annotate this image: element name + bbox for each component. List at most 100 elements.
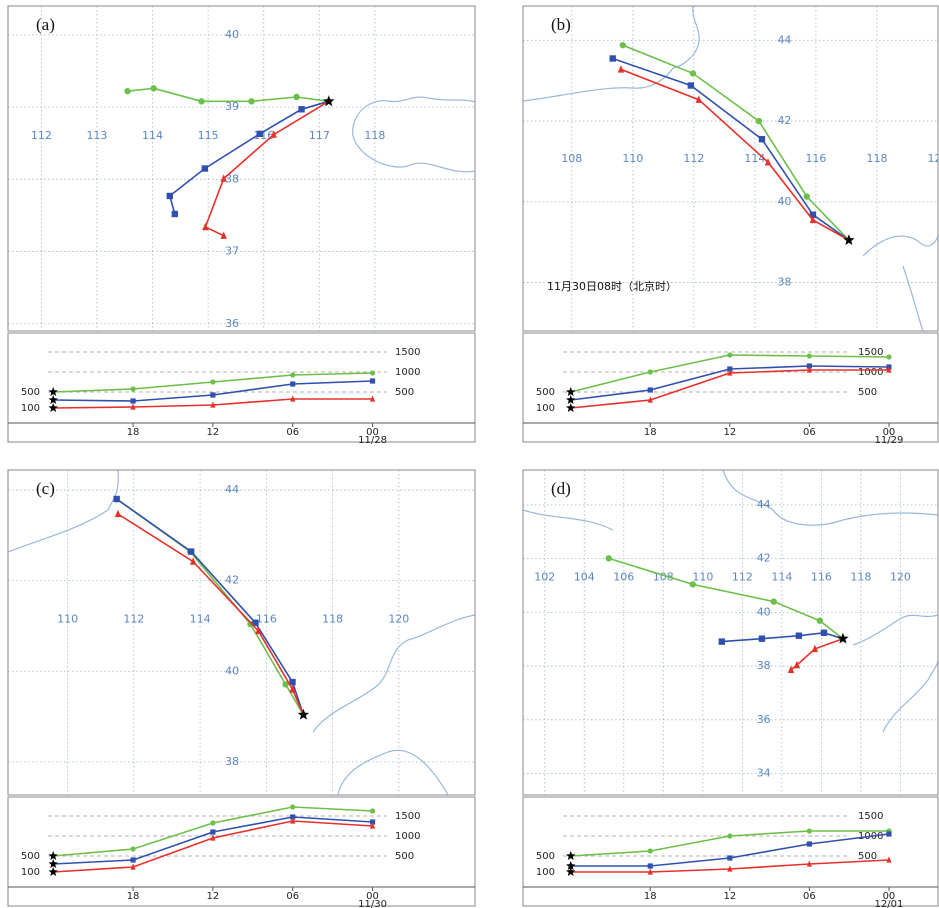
marker <box>727 833 733 839</box>
lon-label: 120 <box>890 570 911 583</box>
x-tick-label: 06 <box>286 891 299 902</box>
map: 110 112 114 116 118 120 38 40 42 44 <box>8 470 475 795</box>
marker <box>220 231 227 239</box>
marker <box>755 117 763 125</box>
y-tick-label: 1000 <box>395 367 420 378</box>
lon-label: 118 <box>322 613 343 626</box>
x-tick-label: 06 <box>803 427 816 438</box>
marker <box>727 855 733 861</box>
marker <box>816 617 824 624</box>
start-star <box>566 861 576 870</box>
marker <box>687 82 695 89</box>
marker <box>130 857 136 863</box>
start-height-label: 100 <box>21 403 40 414</box>
marker <box>647 396 653 403</box>
chart-frame <box>7 332 476 443</box>
marker <box>369 808 376 814</box>
panel: 110 112 114 116 118 120 38 40 42 44 (c) 500 1000 1500… <box>7 469 476 908</box>
x-tick-label: 00 <box>366 427 379 438</box>
lon-label: 120 <box>388 613 409 626</box>
marker <box>210 820 216 826</box>
marker <box>806 353 812 359</box>
date-label: 11/30 <box>358 899 387 908</box>
lon-label: 116 <box>805 152 826 165</box>
lat-label: 44 <box>225 483 239 496</box>
marker <box>114 509 122 518</box>
coastline <box>523 509 614 531</box>
coastline <box>882 659 938 733</box>
lat-label: 40 <box>777 195 791 208</box>
marker <box>809 211 817 218</box>
coastline <box>852 614 938 646</box>
marker <box>130 386 136 392</box>
coastline <box>337 749 449 795</box>
marker <box>647 863 653 869</box>
lat-label: 36 <box>225 317 239 330</box>
trajectory <box>168 100 330 215</box>
marker <box>647 868 653 875</box>
marker <box>187 548 195 555</box>
x-tick-label: 12 <box>723 427 736 438</box>
marker <box>270 130 277 138</box>
lon-label: 113 <box>86 129 107 142</box>
marker <box>820 629 828 636</box>
marker <box>806 828 812 834</box>
x-tick-label: 12 <box>207 427 220 438</box>
marker <box>201 165 209 172</box>
start-height-label: 100 <box>536 403 555 414</box>
chart-frame <box>522 332 939 443</box>
marker <box>803 193 810 200</box>
marker <box>727 865 733 872</box>
x-tick-label: 00 <box>366 891 379 902</box>
marker <box>210 401 216 408</box>
coastline <box>8 470 119 553</box>
marker <box>617 65 625 73</box>
marker <box>293 93 300 101</box>
marker <box>647 848 653 854</box>
marker <box>248 98 255 105</box>
marker <box>770 598 777 605</box>
coastline <box>312 614 475 733</box>
lat-label: 39 <box>225 100 239 113</box>
lon-label: 114 <box>190 613 211 626</box>
lat-label: 42 <box>757 552 771 565</box>
lon-label: 118 <box>866 152 887 165</box>
x-tick-label: 18 <box>644 891 657 902</box>
map-frame <box>7 469 476 796</box>
x-tick-label: 00 <box>883 891 896 902</box>
marker <box>130 398 136 404</box>
panel: 108 110 112 114 116 118 120 38 40 42 44 (b) 11月30日08… <box>522 5 939 446</box>
panel-label: (c) <box>36 479 55 498</box>
marker <box>256 130 264 138</box>
y-tick-label: 1500 <box>395 811 420 822</box>
lon-label: 116 <box>256 613 277 626</box>
marker <box>290 817 296 824</box>
start-star <box>48 867 58 876</box>
lat-label: 44 <box>757 498 771 511</box>
marker <box>202 222 209 231</box>
lon-label: 106 <box>613 570 634 583</box>
map-frame <box>522 5 939 332</box>
marker <box>166 192 173 200</box>
marker <box>130 846 136 852</box>
marker <box>210 829 216 835</box>
marker <box>689 70 697 77</box>
coastline <box>902 265 924 331</box>
start-star <box>48 395 58 404</box>
marker <box>369 378 376 384</box>
marker <box>290 372 296 378</box>
lat-label: 38 <box>757 659 771 672</box>
marker <box>289 678 296 686</box>
start-star <box>48 387 58 396</box>
y-tick-label: 500 <box>395 851 414 862</box>
start-star <box>48 851 58 860</box>
y-tick-label: 1500 <box>858 811 883 822</box>
marker <box>282 681 289 688</box>
annotation: 11月30日08时（北京时） <box>547 279 677 293</box>
lat-label: 44 <box>777 33 791 46</box>
lon-label: 118 <box>850 570 871 583</box>
lat-label: 42 <box>777 114 791 127</box>
